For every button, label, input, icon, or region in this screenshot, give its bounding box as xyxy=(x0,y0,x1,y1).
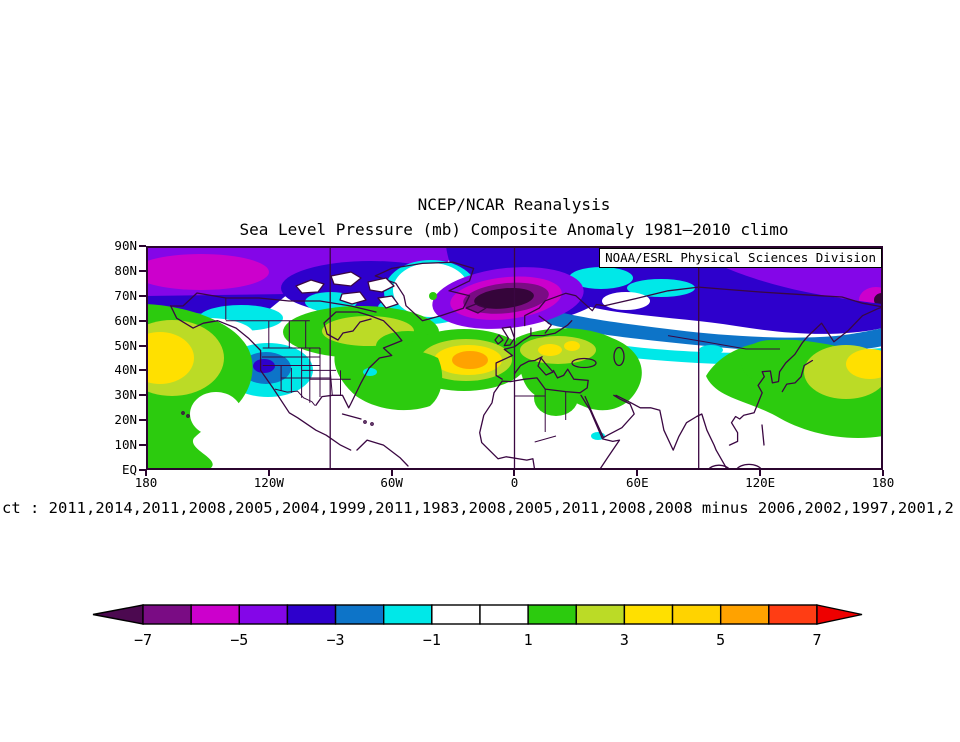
lat-tick-label: 70N xyxy=(114,287,137,303)
chart-subtitle: Sea Level Pressure (mb) Composite Anomal… xyxy=(239,220,789,239)
lat-tick-label: 60N xyxy=(114,312,137,328)
colorbar-segment xyxy=(431,604,481,625)
lat-tick-mark xyxy=(139,294,146,297)
colorbar-left-arrow xyxy=(92,604,144,625)
colorbar-segment xyxy=(479,604,529,625)
colorbar-tick-label: 7 xyxy=(812,631,821,649)
lat-tick-label: 10N xyxy=(114,437,137,453)
lat-tick-label: 50N xyxy=(114,337,137,353)
colorbar-tick-label: −1 xyxy=(423,631,441,649)
colorbar-segment xyxy=(768,604,818,625)
lat-tick-mark xyxy=(139,319,146,322)
lon-tick-label: 0 xyxy=(510,475,519,490)
colorbar: −7 −5 −3 −1 1 3 5 7 xyxy=(85,598,875,656)
colorbar-segment xyxy=(238,604,289,625)
lat-tick-mark xyxy=(139,444,146,447)
colorbar-segment xyxy=(719,604,770,625)
lat-tick-label: 80N xyxy=(114,262,137,278)
lon-tick-mark xyxy=(636,470,639,476)
lat-tick-mark xyxy=(139,419,146,422)
lon-tick-label: 180 xyxy=(871,475,895,490)
colorbar-segment xyxy=(671,604,722,625)
colorbar-tick-label: −3 xyxy=(327,631,345,649)
lon-tick-mark xyxy=(759,470,762,476)
colorbar-segment xyxy=(383,604,433,625)
colorbar-tick-label: 3 xyxy=(620,631,629,649)
map-border xyxy=(146,246,883,470)
lon-tick-label: 120W xyxy=(253,475,284,490)
lon-tick-mark xyxy=(881,470,884,476)
colorbar-tick-label: −5 xyxy=(230,631,248,649)
colorbar-segment xyxy=(190,604,240,625)
colorbar-segment xyxy=(334,604,385,625)
political-borders xyxy=(225,297,780,443)
lat-tick-label: EQ xyxy=(121,462,137,477)
lat-tick-label: 90N xyxy=(114,238,137,253)
credit-box: NOAA/ESRL Physical Sciences Division xyxy=(599,248,882,268)
colorbar-tick-label: 5 xyxy=(716,631,725,649)
colorbar-segment xyxy=(286,604,337,625)
anomaly-map-canvas xyxy=(146,246,883,470)
map-plot xyxy=(146,246,883,470)
lon-tick-mark xyxy=(145,470,147,476)
lat-tick-mark xyxy=(139,469,146,471)
lon-tick-mark xyxy=(390,470,393,476)
lat-tick-label: 30N xyxy=(114,387,137,403)
composite-years-line: ct : 2011,2014,2011,2008,2005,2004,1999,… xyxy=(2,499,954,517)
lon-tick-label: 60E xyxy=(626,475,649,490)
colorbar-right-arrow xyxy=(816,604,863,625)
colorbar-segment xyxy=(623,604,674,625)
lon-tick-label: 180 xyxy=(134,475,158,490)
colorbar-segment xyxy=(527,604,577,625)
chart-title: NCEP/NCAR Reanalysis xyxy=(417,195,611,214)
lat-tick-mark xyxy=(139,344,146,347)
colorbar-tick-label: −7 xyxy=(134,631,152,649)
colorbar-tick-label: 1 xyxy=(524,631,533,649)
lat-tick-label: 20N xyxy=(114,412,137,428)
lat-tick-mark xyxy=(139,394,146,397)
colorbar-segment xyxy=(575,604,626,625)
colorbar-segment xyxy=(142,604,192,625)
lat-tick-mark xyxy=(139,245,146,247)
lat-tick-label: 40N xyxy=(114,362,137,378)
lon-tick-mark xyxy=(513,470,516,476)
meridian-gridlines xyxy=(329,246,700,470)
lon-tick-label: 120E xyxy=(745,475,776,490)
lon-tick-mark xyxy=(267,470,270,476)
lat-tick-mark xyxy=(139,269,146,272)
lat-tick-mark xyxy=(139,369,146,372)
lon-tick-label: 60W xyxy=(380,475,403,490)
